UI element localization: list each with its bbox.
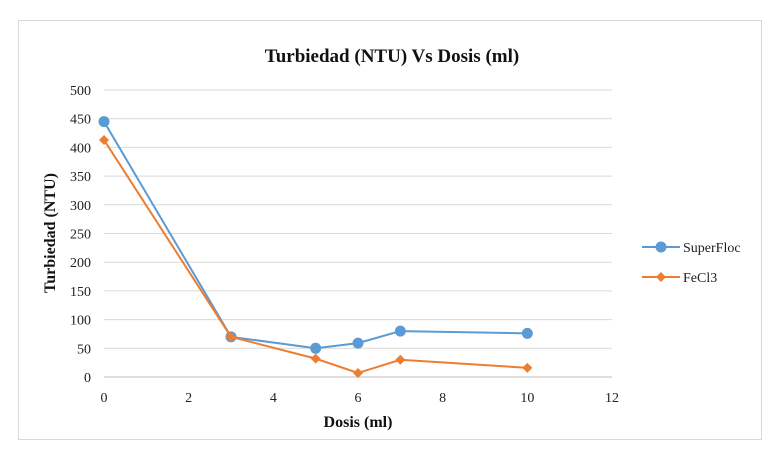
y-tick-label: 450	[70, 113, 91, 128]
x-tick-label: 12	[605, 391, 619, 406]
data-point	[353, 367, 363, 378]
data-point	[310, 342, 322, 354]
data-point	[352, 337, 364, 349]
y-tick-label: 300	[70, 199, 91, 214]
data-point	[226, 331, 236, 342]
data-point	[99, 134, 109, 145]
legend-marker	[656, 272, 666, 282]
legend: SuperFloc FeCl3	[642, 241, 741, 286]
legend-label: FeCl3	[683, 271, 717, 286]
y-tick-label: 0	[84, 371, 91, 386]
y-axis-title: Turbiedad (NTU)	[42, 173, 59, 293]
x-axis-title: Dosis (ml)	[324, 414, 393, 431]
series-line-superfloc	[103, 121, 528, 350]
x-tick-label: 2	[185, 391, 192, 406]
x-tick-label: 6	[355, 391, 362, 406]
y-tick-label: 350	[70, 170, 91, 185]
x-tick-label: 0	[101, 391, 108, 406]
data-point	[522, 362, 533, 373]
chart-title: Turbiedad (NTU) Vs Dosis (ml)	[265, 46, 519, 67]
data-point	[394, 325, 406, 337]
x-tick-label: 4	[270, 391, 277, 406]
gridlines	[104, 89, 612, 349]
data-point	[310, 353, 321, 364]
x-tick-label: 8	[439, 391, 446, 406]
legend-marker	[655, 241, 667, 253]
y-tick-label: 100	[70, 314, 91, 329]
x-tick-labels: 0 2 4 6 8 10 12	[101, 391, 620, 406]
y-tick-label: 400	[70, 141, 91, 156]
y-tick-label: 50	[77, 342, 91, 357]
y-tick-label: 200	[70, 256, 91, 271]
y-tick-label: 250	[70, 228, 91, 243]
x-tick-label: 10	[520, 391, 534, 406]
series-lines	[98, 116, 533, 378]
series-line-fecl3	[103, 139, 528, 375]
legend-label: SuperFloc	[683, 241, 741, 256]
data-point	[98, 116, 110, 128]
y-tick-label: 150	[70, 285, 91, 300]
y-tick-label: 500	[70, 84, 91, 99]
data-point	[521, 327, 533, 339]
y-tick-labels: 0 50 100 150 200 250 300 350 400 450 500	[70, 84, 91, 386]
data-point	[395, 354, 406, 365]
